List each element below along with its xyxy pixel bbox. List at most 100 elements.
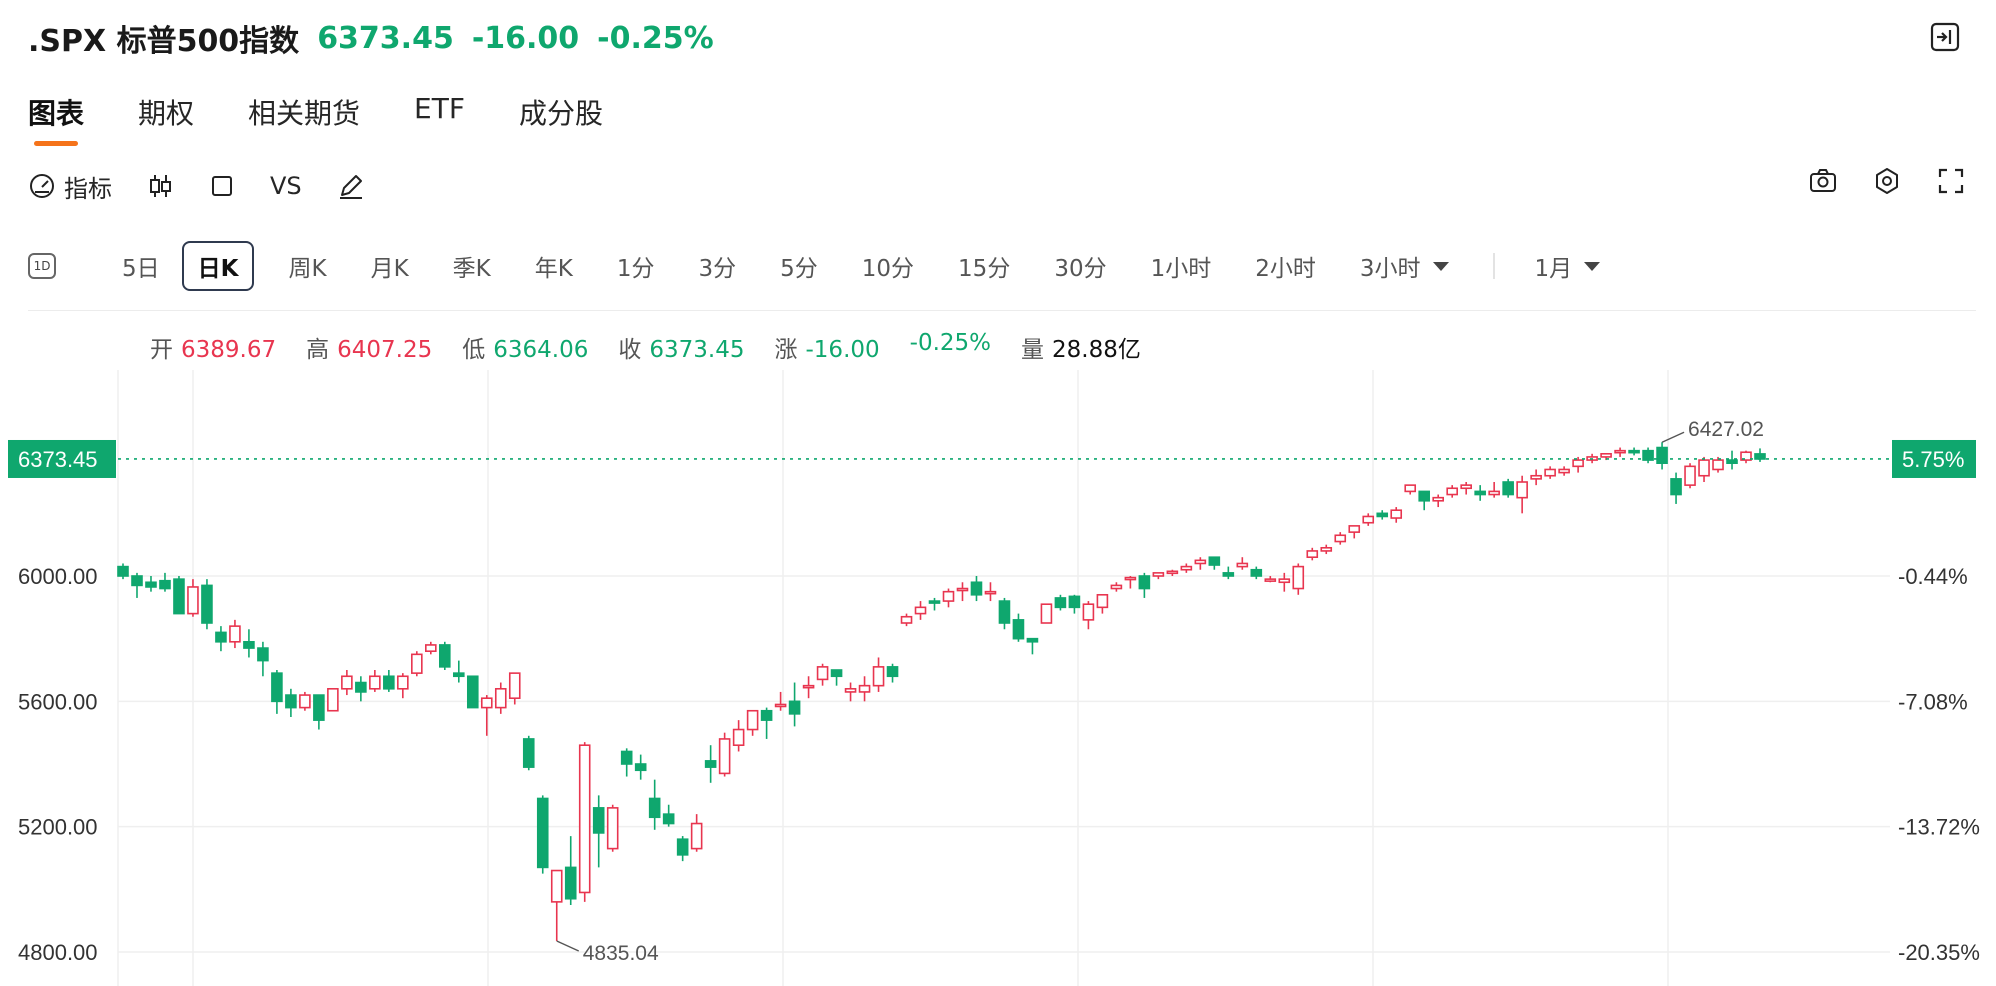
candle-up <box>1404 484 1417 493</box>
period-2h[interactable]: 2小时 <box>1255 256 1316 282</box>
candle-down <box>383 675 395 690</box>
candle-down <box>313 694 325 721</box>
chart-actions <box>1808 166 1966 196</box>
low-marker-line <box>556 940 580 952</box>
change-item: 涨 -16.00 <box>775 330 880 364</box>
candle-down <box>704 760 717 768</box>
candle-up <box>718 738 731 775</box>
ohlc-info: 开 6389.67 高 6407.25 低 6364.06 收 6373.45 涨 -16… <box>150 330 1141 364</box>
candle-type-button[interactable] <box>146 172 174 200</box>
candle-up <box>1124 576 1137 581</box>
period-5d[interactable]: 5日 <box>122 256 160 282</box>
period-month-k[interactable]: 月K <box>370 256 409 282</box>
candle-down <box>592 807 605 834</box>
candle-down <box>634 763 647 772</box>
y-tick-label: 5200.00 <box>18 815 98 840</box>
candle-down <box>648 797 661 819</box>
change-label: 涨 <box>774 337 798 363</box>
candle-up <box>550 869 563 903</box>
period-1min[interactable]: 1分 <box>616 256 655 282</box>
period-3min[interactable]: 3分 <box>698 256 737 282</box>
tab-related-futures[interactable]: 相关期货 <box>248 97 361 130</box>
candle-up <box>1348 525 1361 533</box>
candle-down <box>173 578 185 615</box>
candle-down <box>145 581 157 588</box>
candle-up <box>397 675 409 690</box>
candle-up <box>1180 565 1193 571</box>
candle-down <box>998 600 1011 624</box>
candle-down <box>1726 459 1738 465</box>
price-change: -16.00 <box>471 20 580 56</box>
candle-up <box>508 672 521 700</box>
last-price: 6373.45 <box>317 20 454 56</box>
period-15min[interactable]: 15分 <box>958 256 1011 282</box>
candle-down <box>215 631 227 643</box>
period-year-k[interactable]: 年K <box>534 256 573 282</box>
indicator-button[interactable]: 指标 <box>28 169 112 204</box>
period-3h-label: 3小时 <box>1359 256 1421 282</box>
period-3h-dropdown[interactable]: 3小时 <box>1360 249 1449 283</box>
candle-down <box>760 709 773 721</box>
range-dropdown[interactable]: 1月 <box>1535 249 1601 283</box>
candle-up <box>1278 578 1291 584</box>
candle-up <box>1194 559 1207 565</box>
close-item: 收 6373.45 <box>618 330 744 364</box>
low-item: 低 6364.06 <box>462 330 588 364</box>
draw-button[interactable] <box>336 171 366 201</box>
candle-up <box>942 590 955 602</box>
camera-icon[interactable] <box>1808 166 1838 196</box>
tab-chart[interactable]: 图表 <box>28 92 84 146</box>
candle-down <box>662 813 675 825</box>
compare-button[interactable]: VS <box>270 172 302 200</box>
pencil-icon <box>339 175 362 199</box>
intraday-1d-button[interactable]: 1D <box>28 253 56 279</box>
candle-down <box>1474 490 1486 496</box>
candle-up <box>578 744 591 894</box>
tab-options[interactable]: 期权 <box>138 97 195 130</box>
low-marker-label: 4835.04 <box>583 942 659 965</box>
period-quarter-k[interactable]: 季K <box>452 256 491 282</box>
period-1h[interactable]: 1小时 <box>1150 256 1212 282</box>
candle-up <box>1460 484 1472 490</box>
candle-down <box>1250 568 1263 577</box>
candle-up <box>802 684 815 689</box>
divider <box>28 310 1976 311</box>
candle-up <box>690 822 703 850</box>
period-5min[interactable]: 5分 <box>780 256 818 282</box>
shape-button[interactable] <box>208 172 236 200</box>
y-tick-label: 5600.00 <box>18 689 98 714</box>
high-item: 高 6407.25 <box>306 330 432 364</box>
candle-down <box>1026 637 1039 643</box>
period-30min[interactable]: 30分 <box>1054 256 1107 282</box>
candle-down <box>886 666 899 678</box>
tab-etf[interactable]: ETF <box>414 92 465 125</box>
collapse-panel-icon[interactable] <box>1930 22 1960 52</box>
page-title: .SPX 标普500指数 <box>28 24 300 59</box>
candle-up <box>1446 487 1458 496</box>
candle-up <box>732 728 745 746</box>
candle-down <box>1054 597 1067 609</box>
y-tick-label: 6000.00 <box>18 564 98 589</box>
candle-up <box>411 653 423 674</box>
volume-value: 28.88亿 <box>1052 337 1141 363</box>
candle-down <box>285 694 297 709</box>
settings-icon[interactable] <box>1872 166 1902 196</box>
tab-constituents[interactable]: 成分股 <box>518 97 603 130</box>
high-marker-line <box>1661 431 1685 443</box>
tab-bar: 图表 期权 相关期货 ETF 成分股 <box>28 92 603 146</box>
period-week-k[interactable]: 周K <box>288 256 327 282</box>
candle-up <box>1040 603 1053 624</box>
candle-down <box>522 738 535 768</box>
candle-up <box>1292 565 1305 590</box>
fullscreen-icon[interactable] <box>1936 166 1966 196</box>
period-10min[interactable]: 10分 <box>861 256 915 282</box>
candle-down <box>1138 575 1151 590</box>
right-pct-tick-label: -20.35% <box>1898 940 1980 965</box>
candle-up <box>341 675 353 690</box>
candle-down <box>1670 478 1682 496</box>
candle-up <box>1530 474 1542 480</box>
candle-up <box>1558 468 1570 474</box>
candle-up <box>1572 459 1584 468</box>
period-day-k[interactable]: 日K <box>181 241 255 291</box>
